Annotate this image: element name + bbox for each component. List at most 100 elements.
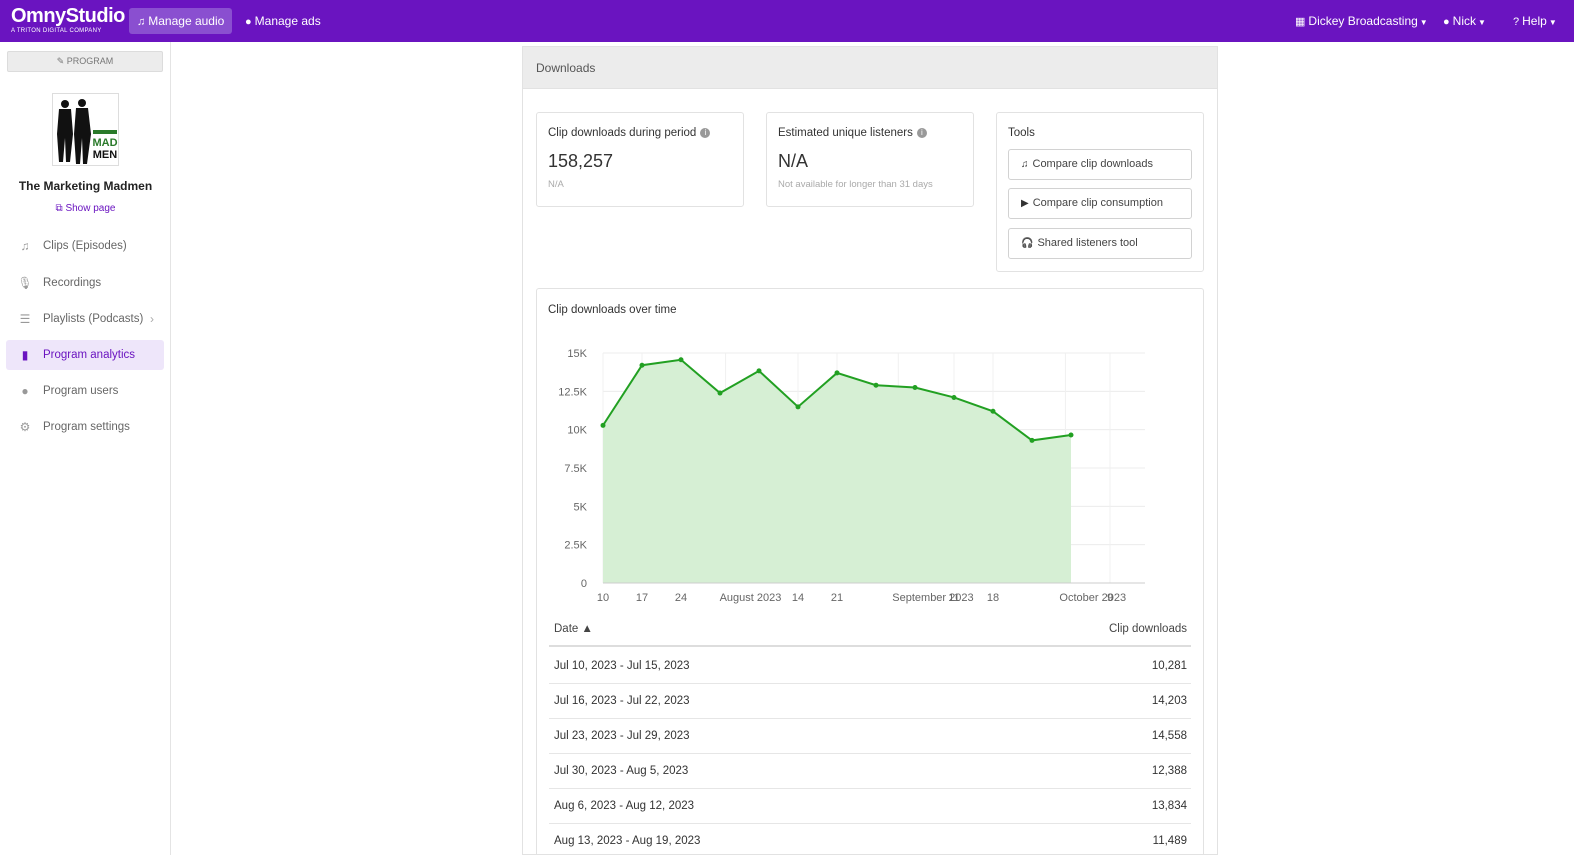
sidebar-item-playlists[interactable]: ☰ Playlists (Podcasts) › bbox=[6, 304, 164, 334]
sidebar-item-program-analytics[interactable]: ▮ Program analytics bbox=[6, 340, 164, 370]
unique-listeners-card: Estimated unique listeners i N/A Not avai… bbox=[766, 112, 974, 207]
external-link-icon: ⧉ bbox=[55, 203, 63, 214]
user-icon: ● bbox=[21, 384, 29, 398]
data-point bbox=[1029, 437, 1035, 443]
help-dropdown[interactable]: ? Help ▼ bbox=[1505, 8, 1565, 34]
clip-downloads-column-header[interactable]: Clip downloads bbox=[1109, 623, 1187, 635]
data-point bbox=[834, 370, 840, 376]
manage-audio-label: Manage audio bbox=[148, 14, 225, 28]
compare-clip-downloads-button[interactable]: ♫ Compare clip downloads bbox=[1008, 149, 1192, 180]
manage-ads-label: Manage ads bbox=[254, 14, 321, 28]
series-area bbox=[603, 359, 1071, 583]
svg-text:MAD: MAD bbox=[92, 137, 117, 149]
manage-audio-button[interactable]: ♫ Manage audio bbox=[129, 8, 233, 34]
x-tick-label: 11 bbox=[948, 592, 959, 604]
row-date: Jul 10, 2023 - Jul 15, 2023 bbox=[554, 660, 690, 672]
sidebar: ✎ PROGRAM MAD MEN The Marketing Madmen ⧉… bbox=[0, 42, 171, 855]
dollar-icon: ● bbox=[245, 16, 252, 28]
tools-card: Tools ♫ Compare clip downloads ▶ Compare c… bbox=[996, 112, 1204, 272]
y-tick-label: 0 bbox=[581, 578, 587, 590]
pencil-icon: ✎ bbox=[56, 56, 65, 66]
organization-dropdown[interactable]: ▦ Dickey Broadcasting ▼ bbox=[1287, 8, 1436, 34]
microphone-icon: 🎙 bbox=[17, 276, 33, 290]
sidebar-item-label: Program settings bbox=[43, 421, 130, 433]
data-point bbox=[1068, 432, 1074, 438]
row-date: Jul 30, 2023 - Aug 5, 2023 bbox=[554, 765, 689, 777]
data-point bbox=[912, 385, 918, 390]
data-point bbox=[990, 408, 996, 414]
headphones-icon: 🎧 bbox=[1021, 238, 1034, 249]
x-tick-label: 17 bbox=[636, 592, 648, 604]
x-tick-label: 21 bbox=[831, 592, 843, 604]
clip-downloads-card: Clip downloads during period i 158,257 N/… bbox=[536, 112, 744, 207]
row-downloads: 10,281 bbox=[1151, 660, 1187, 672]
manage-ads-button[interactable]: ● Manage ads bbox=[237, 8, 329, 34]
table-row: Jul 16, 2023 - Jul 22, 2023 14,203 bbox=[549, 684, 1191, 719]
help-label: Help bbox=[1522, 14, 1547, 28]
x-tick-label: 10 bbox=[597, 592, 609, 604]
user-dropdown[interactable]: ● Nick ▼ bbox=[1435, 8, 1494, 34]
y-tick-label: 12.5K bbox=[558, 386, 587, 398]
sidebar-item-program-settings[interactable]: ⚙ Program settings bbox=[6, 412, 164, 442]
program-artwork: MAD MEN bbox=[52, 93, 119, 166]
data-point bbox=[600, 422, 606, 428]
downloads-panel: Downloads Clip downloads during period i … bbox=[522, 46, 1218, 855]
caret-down-icon: ▼ bbox=[1419, 18, 1428, 27]
sidebar-item-clips[interactable]: ♫ Clips (Episodes) bbox=[6, 231, 164, 261]
building-icon: ▦ bbox=[1295, 16, 1306, 28]
info-icon[interactable]: i bbox=[700, 127, 711, 138]
panel-header: Downloads bbox=[523, 47, 1217, 89]
sidebar-item-label: Program analytics bbox=[43, 349, 136, 361]
data-point bbox=[756, 368, 762, 374]
music-note-icon: ♫ bbox=[137, 16, 146, 28]
shared-listeners-tool-button[interactable]: 🎧 Shared listeners tool bbox=[1008, 228, 1192, 259]
data-point bbox=[639, 362, 645, 368]
y-tick-label: 2.5K bbox=[564, 540, 587, 552]
data-point bbox=[951, 394, 957, 400]
user-icon: ● bbox=[1443, 16, 1450, 28]
play-icon: ▶ bbox=[1021, 198, 1029, 209]
compare-clip-consumption-button[interactable]: ▶ Compare clip consumption bbox=[1008, 188, 1192, 219]
user-label: Nick bbox=[1452, 14, 1476, 28]
sidebar-item-recordings[interactable]: 🎙 Recordings bbox=[6, 268, 164, 298]
y-tick-label: 15K bbox=[567, 348, 587, 360]
chart-title: Clip downloads over time bbox=[548, 304, 677, 316]
question-icon: ? bbox=[1513, 16, 1520, 28]
logo-text: OmnyStudio bbox=[11, 5, 125, 27]
program-name: The Marketing Madmen bbox=[18, 179, 153, 193]
sidebar-item-label: Playlists (Podcasts) bbox=[43, 313, 144, 325]
table-row: Jul 30, 2023 - Aug 5, 2023 12,388 bbox=[549, 754, 1191, 789]
program-button-label: PROGRAM bbox=[66, 56, 114, 66]
tool-button-label: Compare clip downloads bbox=[1032, 158, 1153, 170]
row-downloads: 11,489 bbox=[1152, 835, 1187, 847]
sidebar-item-label: Recordings bbox=[43, 277, 102, 289]
data-point bbox=[873, 382, 879, 388]
stat-title-text: Clip downloads during period bbox=[548, 127, 697, 139]
info-icon[interactable]: i bbox=[916, 127, 927, 138]
stat-title-text: Estimated unique listeners bbox=[778, 127, 913, 139]
row-date: Aug 13, 2023 - Aug 19, 2023 bbox=[554, 835, 701, 847]
table-header: Date ▲ Clip downloads bbox=[549, 617, 1191, 647]
row-date: Jul 23, 2023 - Jul 29, 2023 bbox=[554, 730, 690, 742]
sidebar-item-label: Program users bbox=[43, 385, 119, 397]
x-tick-label: 18 bbox=[987, 592, 999, 604]
chevron-right-icon: › bbox=[150, 312, 154, 326]
table-row: Aug 6, 2023 - Aug 12, 2023 13,834 bbox=[549, 789, 1191, 824]
omny-studio-logo[interactable]: OmnyStudio A TRITON DIGITAL COMPANY bbox=[11, 5, 125, 35]
svg-text:MEN: MEN bbox=[93, 149, 118, 161]
show-page-link[interactable]: ⧉ Show page bbox=[0, 203, 171, 214]
program-button[interactable]: ✎ PROGRAM bbox=[7, 51, 163, 72]
organization-label: Dickey Broadcasting bbox=[1308, 14, 1418, 28]
sidebar-item-program-users[interactable]: ● Program users bbox=[6, 376, 164, 406]
date-column-header[interactable]: Date ▲ bbox=[554, 623, 593, 635]
data-point bbox=[678, 357, 684, 363]
data-point bbox=[795, 404, 801, 410]
row-date: Aug 6, 2023 - Aug 12, 2023 bbox=[554, 800, 695, 812]
stat-subtext: N/A bbox=[548, 179, 564, 190]
tool-button-label: Shared listeners tool bbox=[1037, 237, 1138, 249]
program-artwork-image: MAD MEN bbox=[53, 94, 118, 165]
table-row: Aug 13, 2023 - Aug 19, 2023 11,489 bbox=[549, 824, 1191, 855]
stat-value: N/A bbox=[778, 151, 809, 171]
table-row: Jul 10, 2023 - Jul 15, 2023 10,281 bbox=[549, 649, 1191, 684]
clip-downloads-chart-card: Clip downloads over time 0 2.5K 5K 7.5K 10K 1… bbox=[536, 288, 1204, 855]
